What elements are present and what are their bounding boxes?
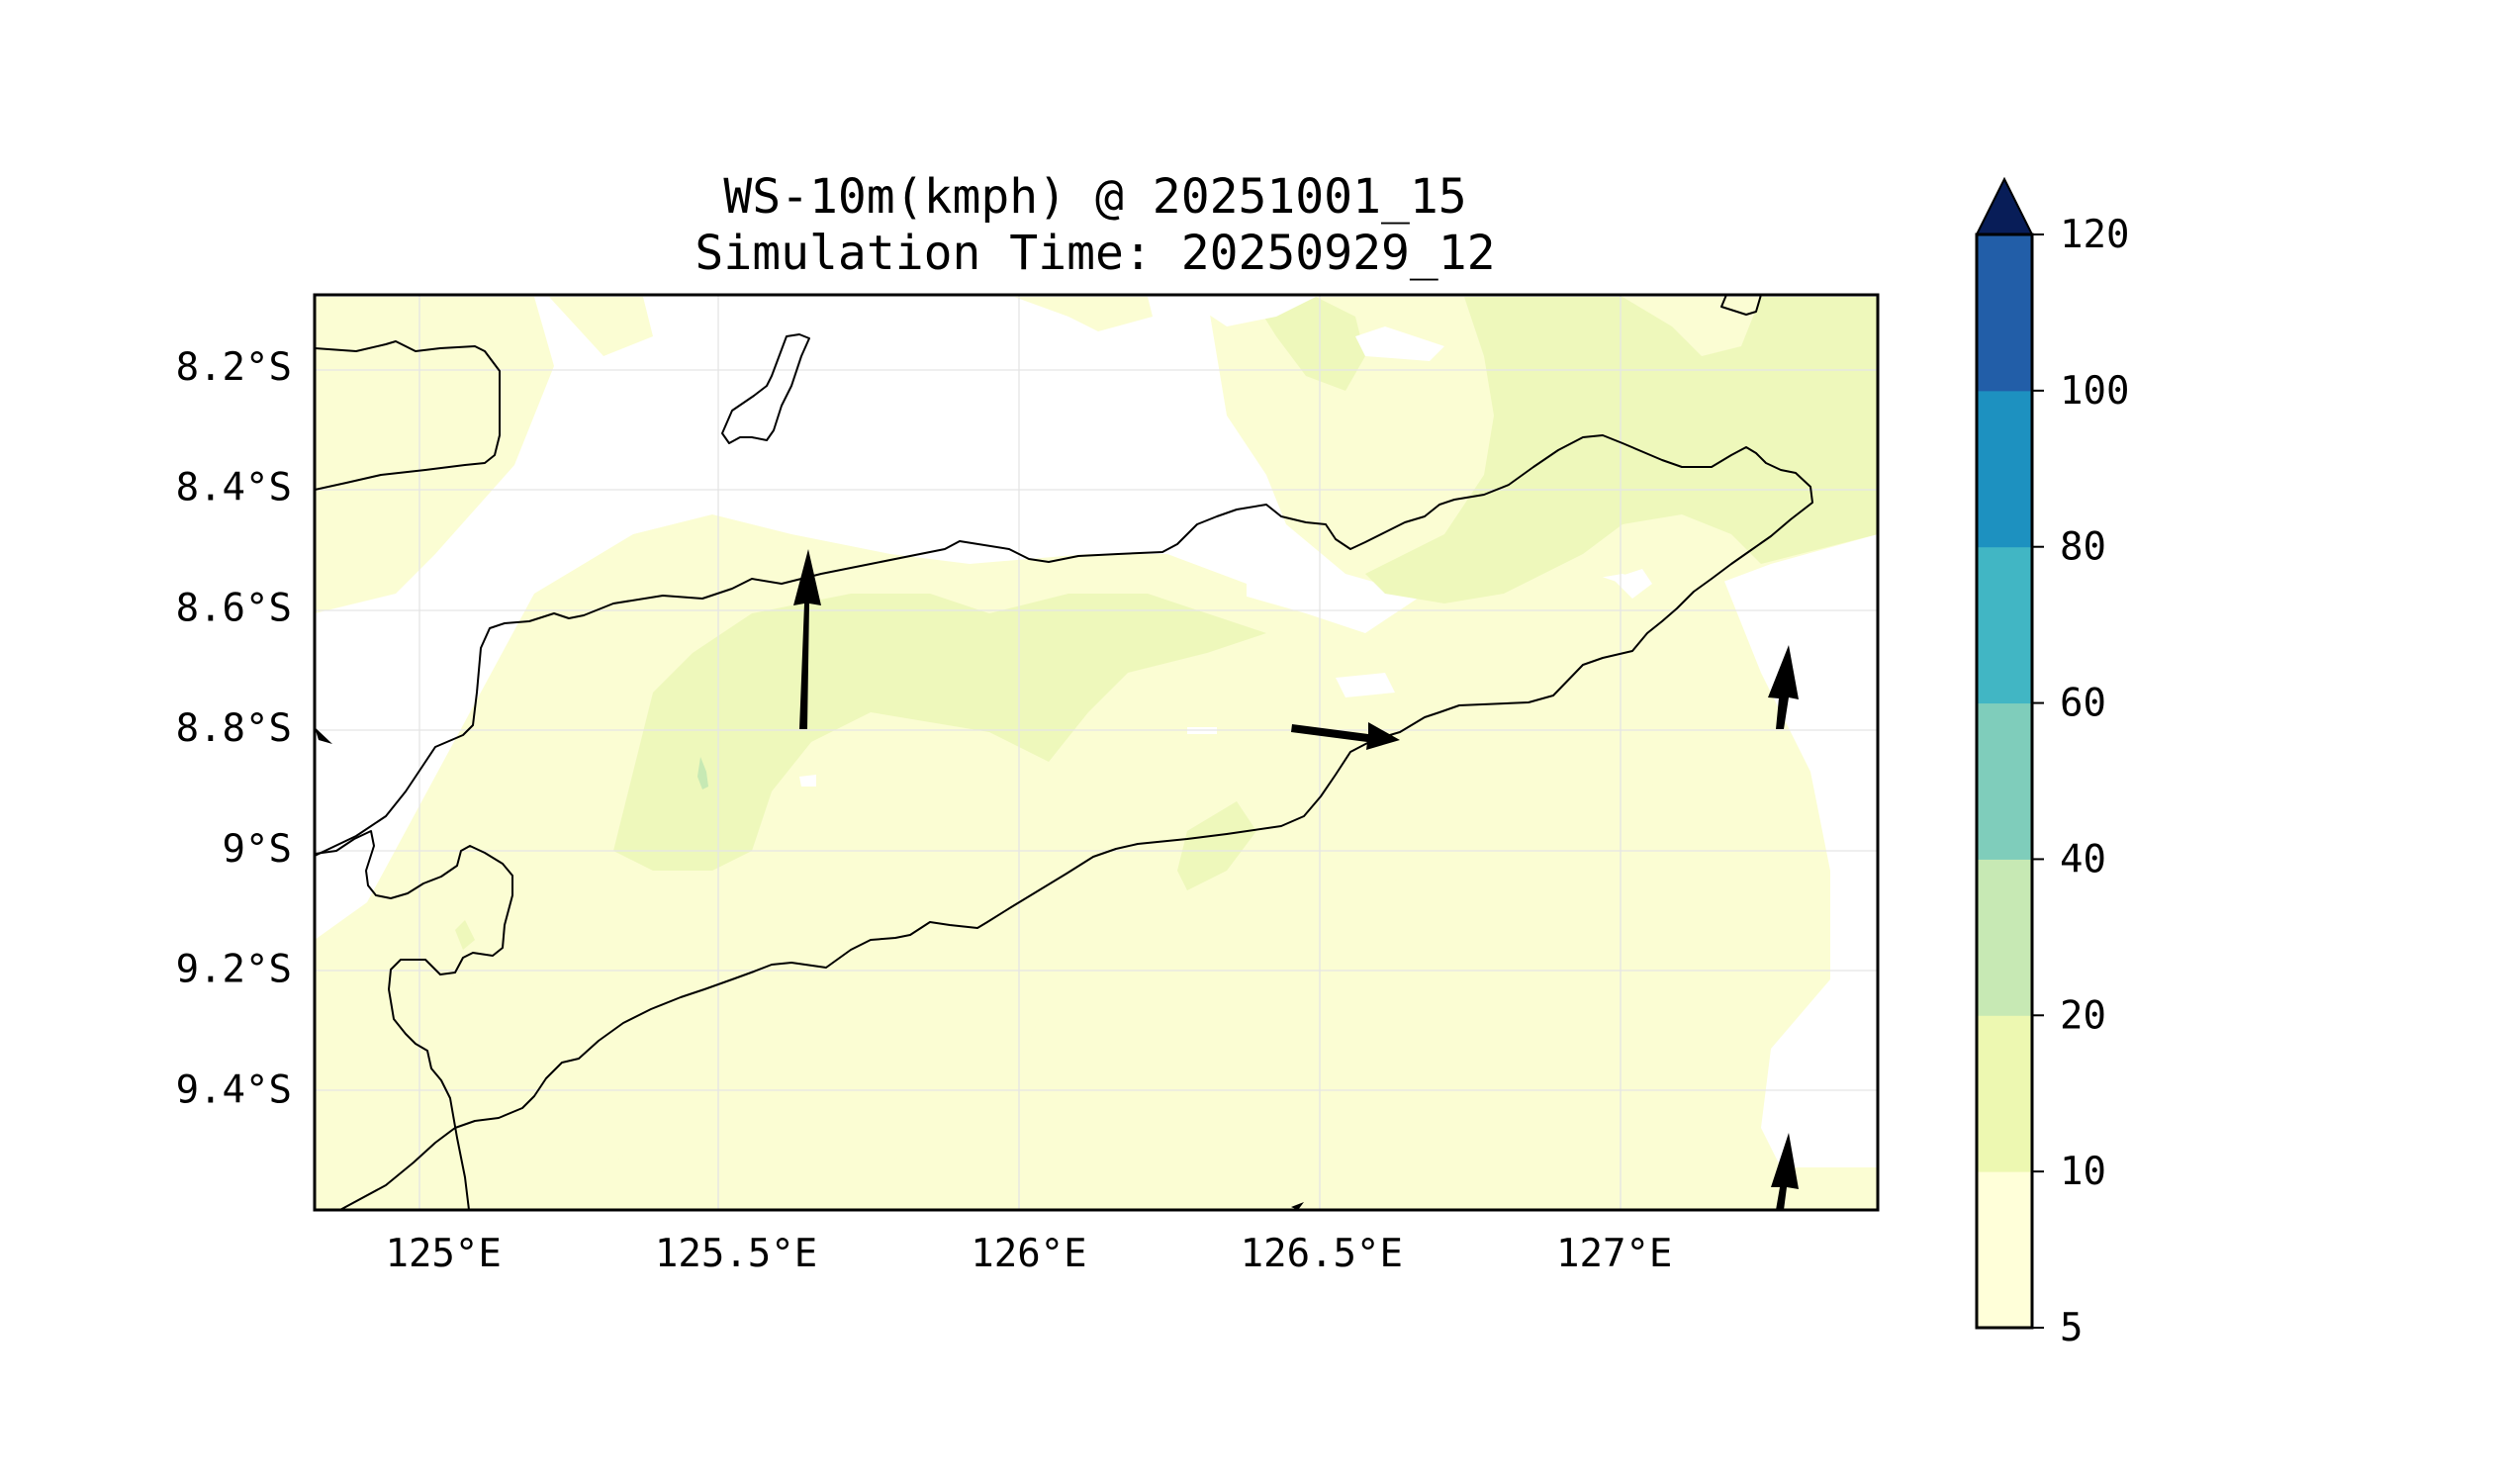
wind-arrow — [1768, 645, 1799, 729]
colorbar-tick-label: 100 — [2060, 369, 2129, 414]
colorbar-tick-label: 60 — [2060, 682, 2106, 726]
latitude-axis: 8.2°S 8.4°S 8.6°S 8.8°S 9°S 9.2°S 9.4°S — [176, 345, 292, 1112]
colorbar: 120 100 80 60 40 20 10 5 — [1975, 176, 2129, 1350]
colorbar-tick-label: 20 — [2060, 993, 2106, 1038]
wind-fill-10-20 — [455, 297, 1878, 950]
wind-arrow — [1291, 722, 1400, 750]
colorbar-segment — [1977, 546, 2032, 704]
longitude-axis: 125°E 125.5°E 126°E 126.5°E 127°E — [385, 1232, 1672, 1276]
colorbar-tick-label: 120 — [2060, 213, 2129, 257]
latitude-tick-label: 9.2°S — [176, 948, 292, 992]
colorbar-segment — [1977, 702, 2032, 860]
coastline — [315, 295, 1813, 1210]
colorbar-segment — [1977, 859, 2032, 1016]
colorbar-tick-label: 80 — [2060, 525, 2106, 570]
longitude-tick-label: 125.5°E — [655, 1232, 817, 1276]
colorbar-tick-label: 5 — [2060, 1306, 2083, 1350]
longitude-tick-label: 127°E — [1556, 1232, 1672, 1276]
wind-arrow-fragment — [1291, 1202, 1304, 1210]
wind-vectors — [315, 549, 1799, 1210]
map-panel — [315, 295, 1878, 1210]
latitude-tick-label: 9°S — [223, 827, 292, 872]
latitude-tick-label: 8.4°S — [176, 466, 292, 510]
wind-fill-20-40 — [697, 757, 708, 789]
latitude-tick-label: 9.4°S — [176, 1067, 292, 1112]
low-wind-areas — [799, 297, 1652, 787]
colorbar-segment — [1977, 234, 2032, 392]
colorbar-tick-label: 40 — [2060, 837, 2106, 881]
graticule — [315, 295, 1878, 1210]
colorbar-segment — [1977, 1015, 2032, 1172]
colorbar-tick-label: 10 — [2060, 1150, 2106, 1194]
colorbar-frame — [1975, 232, 2034, 1330]
colorbar-segment — [1977, 390, 2032, 548]
latitude-tick-label: 8.8°S — [176, 706, 292, 751]
longitude-tick-label: 126°E — [971, 1232, 1086, 1276]
longitude-tick-label: 125°E — [385, 1232, 501, 1276]
map-title-line1: WS-10m(kmph) @ 20251001_15 — [723, 169, 1466, 225]
colorbar-segment — [1977, 1171, 2032, 1329]
wind-arrow-fragment — [315, 727, 332, 744]
longitude-tick-label: 126.5°E — [1241, 1232, 1403, 1276]
wind-arrow — [1771, 1133, 1799, 1210]
colorbar-extend-arrow — [1975, 176, 2034, 235]
map-title-line2: Simulation Time: 20250929_12 — [695, 226, 1495, 281]
latitude-tick-label: 8.2°S — [176, 345, 292, 390]
latitude-tick-label: 8.6°S — [176, 586, 292, 630]
wind-arrow — [793, 549, 821, 729]
map-frame — [313, 293, 1880, 1212]
